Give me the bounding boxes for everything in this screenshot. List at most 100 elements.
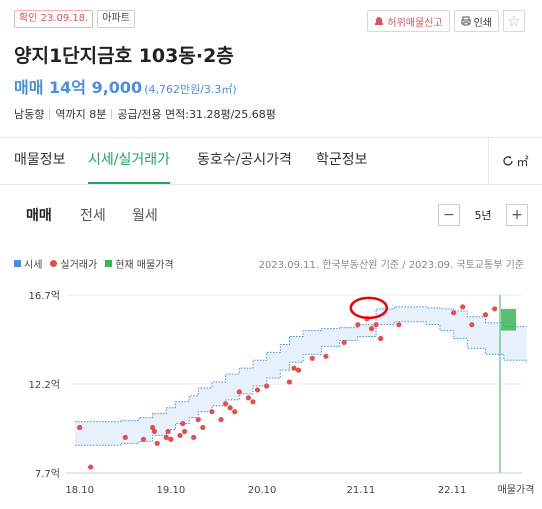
- market-band-fill: [75, 306, 527, 446]
- spec-direction: 남동향: [14, 108, 45, 121]
- actual-transaction-point: [264, 383, 270, 389]
- data-source-note: 2023.09.11. 한국부동산원 기준 / 2023.09. 국토교통부 기…: [258, 260, 524, 271]
- actual-transaction-point: [191, 434, 197, 440]
- highlight-circle: [349, 296, 389, 320]
- actual-transaction-point: [181, 428, 188, 435]
- report-fake-listing-button[interactable]: 허위매물신고: [367, 10, 450, 32]
- actual-transaction-point: [309, 355, 315, 361]
- actual-swatch: [50, 260, 58, 267]
- listing-specs: 남동향 역까지 8분 공급/전용 면적:31.28평/25.68평: [14, 106, 276, 122]
- x-tick-label: 22.11: [438, 485, 467, 496]
- legend-market: 시세: [14, 256, 42, 271]
- actual-transaction-point: [373, 322, 379, 328]
- y-tick-label: 12.2억: [29, 379, 60, 391]
- actual-transaction-point: [492, 306, 498, 312]
- unit-toggle-button[interactable]: ㎡: [488, 138, 542, 184]
- listing-title: 양지1단지금호 103동·2층: [14, 45, 234, 67]
- info-tabs: 매물정보 시세/실거래가 동호수/공시가격 학군정보 ㎡: [0, 137, 542, 185]
- actual-transaction-point: [378, 335, 384, 342]
- x-end-label: 매물가격: [498, 483, 535, 496]
- period-plus-button[interactable]: +: [506, 204, 528, 226]
- legend-listing-label: 현재 매물가격: [115, 260, 174, 271]
- legend-listing: 현재 매물가격: [105, 256, 174, 271]
- verified-date-badge: 확인 23.09.18.: [14, 10, 94, 28]
- report-label: 허위매물신고: [387, 17, 443, 29]
- subtab-monthly-rent[interactable]: 월세: [132, 208, 158, 224]
- actual-transaction-point: [355, 322, 361, 328]
- actual-transaction-point: [254, 387, 261, 393]
- market-swatch: [14, 260, 21, 267]
- refresh-icon: [503, 156, 514, 166]
- header-actions: 허위매물신고 인쇄 ☆: [367, 10, 525, 32]
- actual-transaction-point: [180, 420, 186, 427]
- price-per-area: (4,762만원/3.3㎡): [144, 83, 237, 96]
- y-tick-label: 7.7억: [35, 468, 60, 480]
- subtab-jeonse[interactable]: 전세: [80, 208, 106, 224]
- siren-icon: [375, 17, 384, 25]
- actual-transaction-point: [482, 312, 489, 318]
- actual-transaction-point: [218, 417, 224, 423]
- actual-transaction-point: [250, 399, 256, 405]
- actual-transaction-point: [227, 405, 233, 411]
- unit-label: ㎡: [516, 154, 529, 169]
- property-type-badge: 아파트: [97, 10, 135, 28]
- legend-market-label: 시세: [24, 260, 43, 271]
- actual-transaction-point: [151, 428, 158, 435]
- actual-transaction-point: [122, 434, 128, 440]
- actual-transaction-point: [451, 310, 457, 316]
- actual-transaction-point: [163, 434, 169, 440]
- actual-transaction-point: [88, 464, 94, 470]
- actual-transaction-point: [168, 436, 174, 442]
- actual-transaction-point: [236, 389, 242, 395]
- actual-transaction-point: [245, 395, 251, 401]
- subtab-sale[interactable]: 매매: [26, 208, 52, 224]
- period-selector: − 5년 +: [438, 204, 528, 226]
- actual-transaction-point: [200, 424, 206, 431]
- listing-price-bar: [501, 308, 516, 331]
- actual-transaction-point: [396, 322, 402, 328]
- tab-school-info[interactable]: 학군정보: [316, 152, 368, 168]
- print-label: 인쇄: [473, 17, 492, 29]
- tab-price-transactions[interactable]: 시세/실거래가: [88, 138, 170, 184]
- market-upper-line: [75, 306, 527, 423]
- actual-transaction-point: [177, 432, 183, 439]
- price-chart: 16.7억 12.2억 7.7억 18.10 19.10 20.10 21.11 22.11 매…: [29, 290, 535, 496]
- actual-transaction-point: [165, 428, 171, 435]
- period-minus-button[interactable]: −: [438, 204, 460, 226]
- actual-transaction-point: [140, 436, 147, 442]
- actual-transaction-point: [291, 365, 297, 371]
- actual-transaction-point: [469, 322, 475, 328]
- actual-transaction-point: [323, 353, 329, 359]
- chart-legend: 시세 실거래가 현재 매물가격: [14, 256, 174, 271]
- actual-transaction-point: [223, 401, 229, 407]
- actual-transaction-point: [150, 424, 156, 431]
- listing-price: 매매 14억 9,000 (4,762만원/3.3㎡): [14, 74, 237, 98]
- market-lower-line: [75, 321, 528, 446]
- y-tick-label: 16.7억: [29, 290, 60, 302]
- print-icon: [461, 16, 471, 26]
- tab-unit-official-price[interactable]: 동호수/공시가격: [197, 152, 292, 168]
- actual-transaction-point: [195, 417, 201, 423]
- actual-transaction-point: [368, 326, 375, 332]
- favorite-star-icon[interactable]: ☆: [503, 10, 525, 32]
- spec-area: 공급/전용 면적:31.28평/25.68평: [117, 108, 276, 121]
- actual-transaction-point: [232, 409, 238, 415]
- period-label: 5년: [474, 209, 492, 222]
- price-label: 매매 14억 9,000: [14, 78, 143, 97]
- x-tick-label: 18.10: [65, 485, 94, 496]
- spec-station-distance: 역까지 8분: [55, 108, 107, 121]
- actual-transaction-point: [286, 379, 293, 385]
- listing-badges: 확인 23.09.18. 아파트: [14, 10, 135, 28]
- tab-listing-info[interactable]: 매물정보: [14, 152, 66, 168]
- x-tick-label: 20.10: [248, 485, 277, 496]
- x-tick-label: 19.10: [157, 485, 186, 496]
- listing-swatch: [105, 260, 113, 267]
- actual-transaction-point: [341, 339, 347, 346]
- print-button[interactable]: 인쇄: [453, 10, 499, 32]
- actual-transaction-point: [209, 409, 215, 415]
- legend-actual: 실거래가: [50, 256, 97, 271]
- actual-transaction-point: [460, 304, 466, 310]
- actual-transaction-point: [77, 424, 83, 431]
- spec-divider: [111, 109, 113, 119]
- x-tick-label: 21.11: [347, 485, 376, 496]
